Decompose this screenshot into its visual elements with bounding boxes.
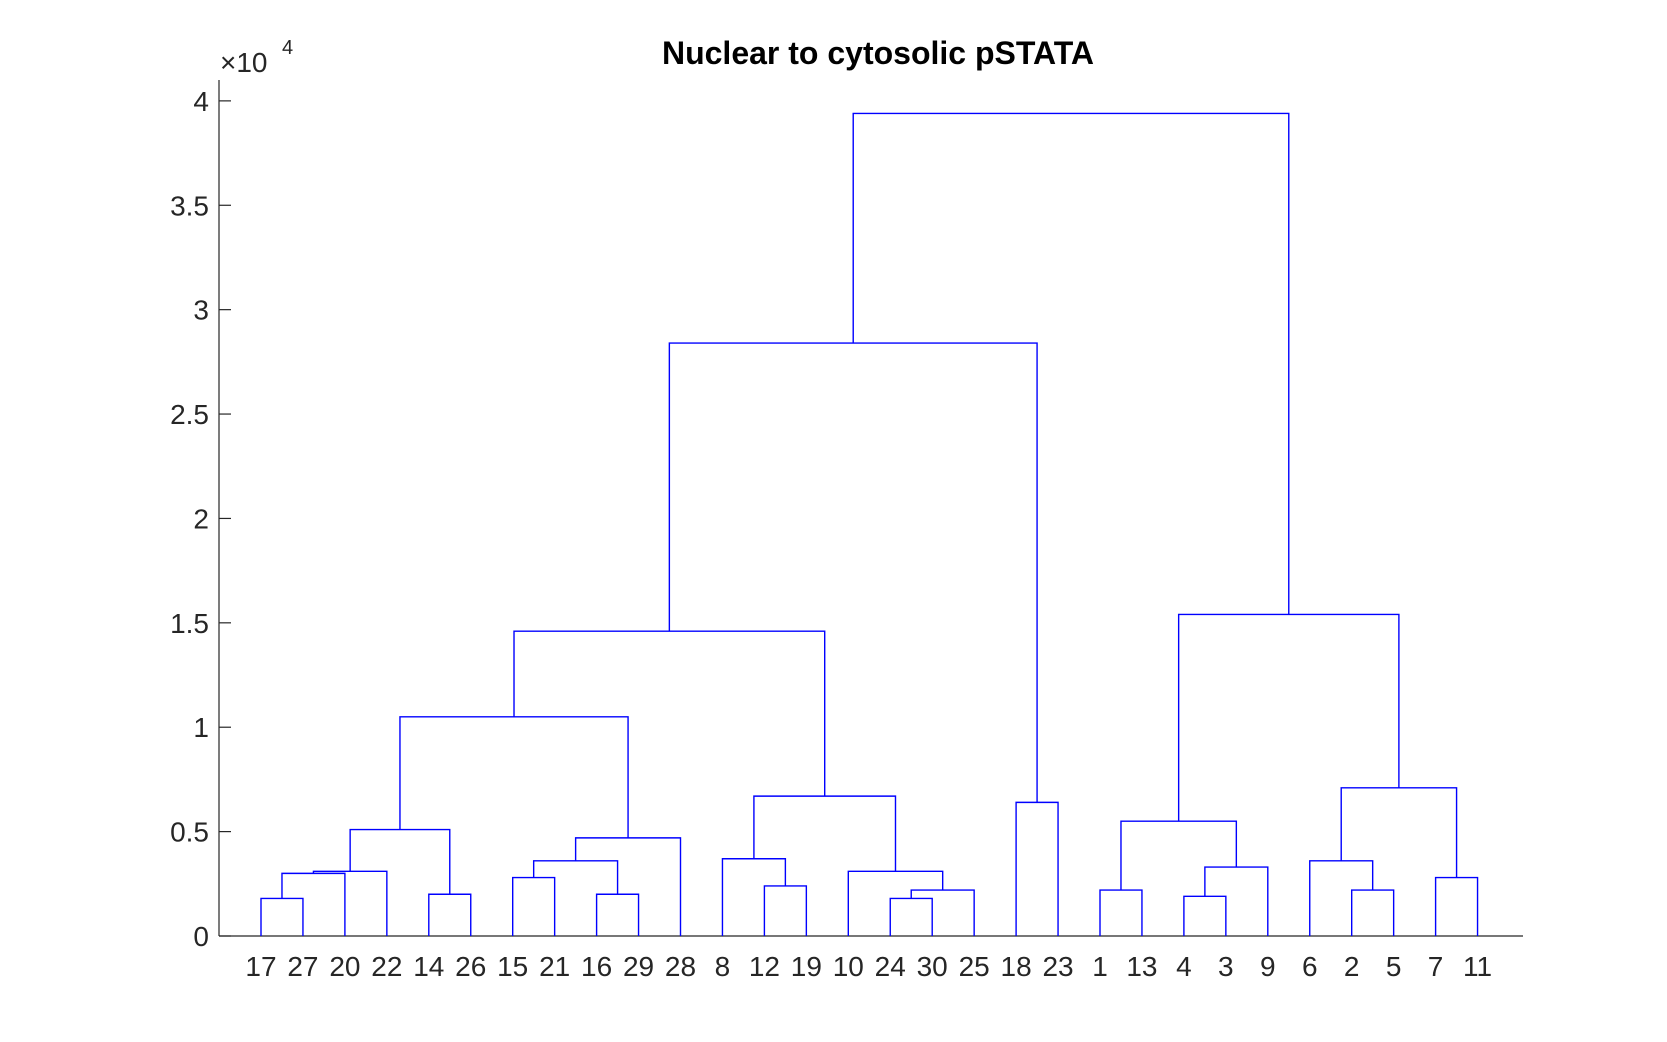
dendrogram-link	[1015, 801, 1059, 936]
x-leaf-label: 25	[959, 951, 990, 982]
x-leaf-label: 17	[245, 951, 276, 982]
dendrogram-link	[1351, 889, 1395, 936]
x-leaf-label: 23	[1042, 951, 1073, 982]
x-leaf-label: 14	[413, 951, 444, 982]
dendrogram-link	[1340, 787, 1458, 878]
x-leaf-label: 4	[1176, 951, 1192, 982]
dendrogram-link	[763, 885, 808, 936]
y-tick-label: 2.5	[170, 399, 209, 430]
y-exponent-times: ×	[220, 47, 236, 78]
x-leaf-label: 13	[1126, 951, 1157, 982]
x-leaf-label: 16	[581, 951, 612, 982]
x-leaf-label: 15	[497, 951, 528, 982]
y-tick-label: 2	[193, 503, 209, 534]
dendrogram-link	[1434, 876, 1479, 936]
y-exponent-label: ×10 4	[220, 37, 293, 78]
dendrogram-link	[595, 893, 640, 936]
x-leaf-label: 10	[833, 951, 864, 982]
x-leaf-label: 12	[749, 951, 780, 982]
dendrogram-link	[1120, 820, 1238, 891]
x-leaf-label: 19	[791, 951, 822, 982]
dendrogram-link	[847, 870, 944, 936]
dendrogram-link	[399, 716, 629, 838]
x-leaf-label: 5	[1386, 951, 1402, 982]
x-leaf-label: 18	[1001, 951, 1032, 982]
x-leaf-label: 26	[455, 951, 486, 982]
dendrogram-link	[1309, 860, 1374, 936]
dendrogram-link	[512, 876, 556, 936]
x-leaf-label: 28	[665, 951, 696, 982]
dendrogram-link	[428, 893, 472, 936]
dendrogram-link	[312, 870, 388, 936]
x-leaf-label: 8	[715, 951, 731, 982]
x-leaf-label: 7	[1428, 951, 1444, 982]
dendrogram-link	[1204, 866, 1269, 936]
x-leaf-label: 27	[287, 951, 318, 982]
x-leaf-label: 21	[539, 951, 570, 982]
x-leaf-label: 2	[1344, 951, 1360, 982]
y-tick-label: 0	[193, 921, 209, 952]
x-axis-leaf-labels: 17 27 20 22 14 26 15 21 16 29 28 8 12 19 10 24 30 25 18 23 1…	[245, 951, 1492, 982]
y-tick-label: 0.5	[170, 817, 209, 848]
dendrogram-link	[513, 630, 826, 797]
x-leaf-label: 30	[917, 951, 948, 982]
y-exponent-base: 10	[236, 47, 267, 78]
x-leaf-label: 29	[623, 951, 654, 982]
dendrogram-link	[574, 837, 682, 936]
y-axis-ticks: 0 0.5 1 1.5 2 2.5 3 3.5 4	[170, 86, 231, 952]
dendrogram-link	[668, 342, 1038, 803]
dendrogram-link	[349, 828, 451, 895]
y-tick-label: 4	[193, 86, 209, 117]
dendrogram-link	[852, 112, 1290, 615]
dendrogram-link	[260, 897, 304, 936]
x-leaf-label: 6	[1302, 951, 1318, 982]
dendrogram-link	[1183, 895, 1227, 936]
y-exponent-power: 4	[282, 37, 293, 59]
y-tick-label: 3	[193, 295, 209, 326]
x-leaf-label: 24	[875, 951, 906, 982]
y-tick-label: 1	[193, 712, 209, 743]
x-leaf-label: 9	[1260, 951, 1276, 982]
dendrogram-link	[281, 872, 346, 936]
x-leaf-label: 20	[329, 951, 360, 982]
dendrogram-link	[753, 795, 897, 872]
y-tick-label: 1.5	[170, 608, 209, 639]
dendrogram-link	[1177, 613, 1400, 822]
dendrogram-link	[1099, 889, 1143, 936]
dendrogram-link	[910, 889, 975, 936]
x-leaf-label: 11	[1463, 951, 1492, 982]
dendrogram-links	[260, 112, 1479, 936]
svg-text:×10: ×10	[220, 47, 268, 78]
x-leaf-label: 3	[1218, 951, 1234, 982]
y-tick-label: 3.5	[170, 190, 209, 221]
dendrogram-link	[889, 897, 933, 936]
x-leaf-label: 22	[371, 951, 402, 982]
dendrogram-link	[721, 858, 787, 936]
chart-title: Nuclear to cytosolic pSTATA	[662, 35, 1094, 71]
x-leaf-label: 1	[1092, 951, 1108, 982]
